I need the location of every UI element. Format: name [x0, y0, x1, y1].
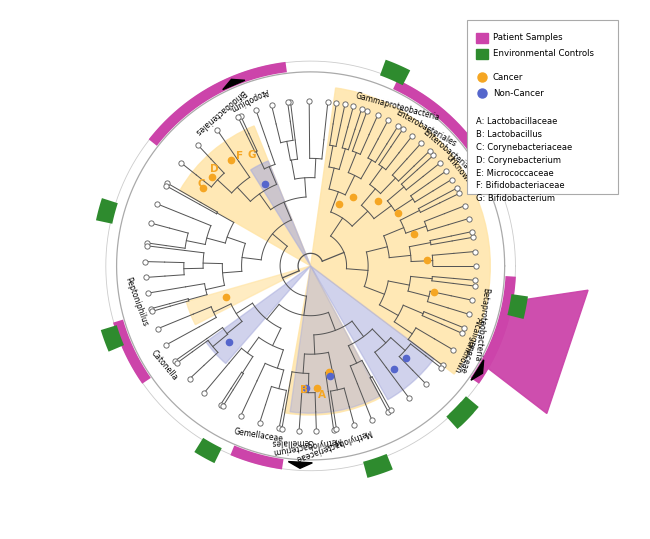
Bar	[476, 49, 489, 59]
Text: Environmental Controls: Environmental Controls	[493, 50, 594, 58]
Text: D: Corynebacterium: D: Corynebacterium	[476, 156, 561, 164]
Wedge shape	[311, 88, 490, 374]
Text: F: F	[236, 151, 242, 161]
Bar	[476, 33, 489, 43]
Text: Bifidobacteriales: Bifidobacteriales	[192, 87, 247, 136]
Wedge shape	[187, 266, 311, 324]
Text: Betaproteobacteria: Betaproteobacteria	[472, 287, 490, 362]
Wedge shape	[206, 266, 311, 363]
Text: D: D	[210, 164, 218, 174]
Text: A: A	[318, 390, 326, 400]
Text: C: C	[198, 179, 205, 189]
Text: F: Bifidobacteriaceae: F: Bifidobacteriaceae	[476, 182, 565, 190]
Text: C: Corynebacteriaceae: C: Corynebacteriaceae	[476, 143, 572, 151]
Text: G: Bifidobacterium: G: Bifidobacterium	[476, 195, 555, 203]
Text: Unknown: Unknown	[451, 338, 474, 375]
Text: B: B	[300, 385, 308, 395]
Text: G: G	[248, 150, 256, 160]
Wedge shape	[251, 161, 311, 266]
Text: B: Lactobacillus: B: Lactobacillus	[476, 130, 542, 139]
Polygon shape	[488, 290, 588, 413]
Text: Peptoniphilus: Peptoniphilus	[124, 276, 150, 328]
Polygon shape	[471, 360, 484, 380]
Polygon shape	[223, 79, 245, 89]
Wedge shape	[290, 266, 380, 413]
Text: Alcaligenaceae: Alcaligenaceae	[458, 316, 484, 374]
Text: Enterobacteriales: Enterobacteriales	[394, 108, 458, 149]
Polygon shape	[289, 461, 313, 468]
Wedge shape	[285, 266, 381, 415]
Text: Enterobacteriaceae: Enterobacteriaceae	[421, 128, 484, 183]
FancyBboxPatch shape	[467, 20, 618, 194]
Text: Methylobacteriaceae: Methylobacteriaceae	[294, 427, 372, 463]
Text: Gammaproteobacteria: Gammaproteobacteria	[355, 92, 441, 123]
Text: Gemellaceae: Gemellaceae	[233, 427, 284, 444]
Text: Methylobacterium: Methylobacterium	[272, 435, 342, 456]
Text: Non-Cancer: Non-Cancer	[493, 89, 544, 98]
Text: Patient Samples: Patient Samples	[493, 33, 563, 42]
Text: A: Lactobacillaceae: A: Lactobacillaceae	[476, 117, 557, 126]
Text: E: Micrococcaceae: E: Micrococcaceae	[476, 169, 554, 177]
Text: Atopobium: Atopobium	[229, 86, 270, 113]
Text: Unknown: Unknown	[444, 153, 473, 185]
Wedge shape	[180, 126, 311, 266]
Wedge shape	[311, 266, 434, 400]
Text: Cancer: Cancer	[493, 73, 523, 82]
Text: Gemellales: Gemellales	[271, 438, 314, 447]
Text: Catonella: Catonella	[149, 348, 179, 382]
